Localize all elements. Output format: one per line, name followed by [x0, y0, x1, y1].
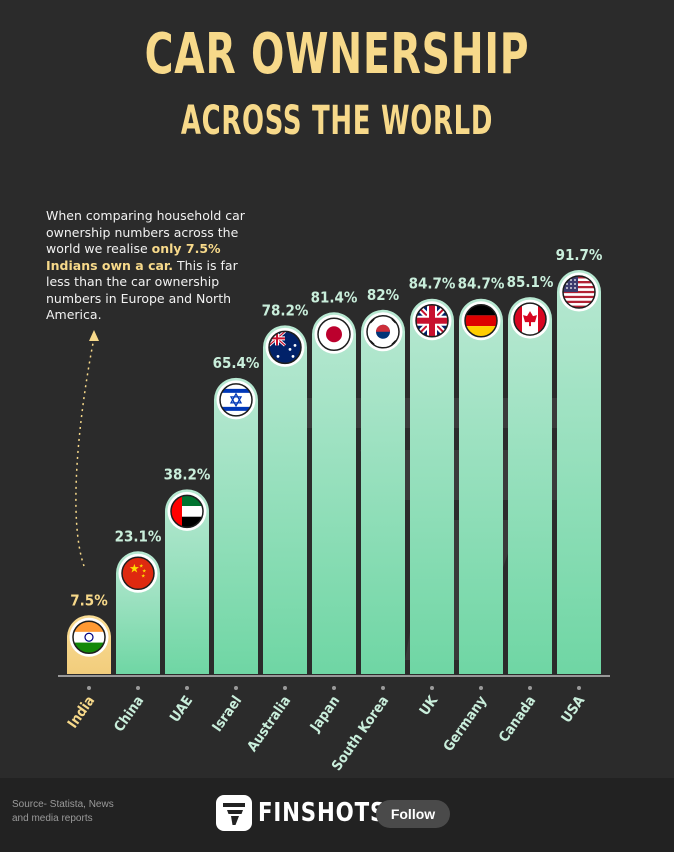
- value-label-uk: 84.7%: [409, 275, 456, 293]
- bar-germany: [459, 298, 503, 674]
- chart-title-line2: ACROSS THE WORLD: [180, 98, 494, 144]
- svg-text:★: ★: [129, 561, 140, 575]
- tick-dot-australia: [283, 686, 287, 690]
- svg-text:★: ★: [139, 563, 144, 569]
- tick-label-canada: Canada: [496, 693, 539, 745]
- uk-flag-icon: [415, 303, 449, 338]
- tick-label-uk: UK: [417, 692, 442, 719]
- bar-south-korea: [361, 309, 405, 674]
- bar-uae: [165, 489, 209, 674]
- bar-israel: [214, 377, 258, 674]
- value-label-south-korea: 82%: [367, 286, 400, 304]
- tick-dot-canada: [528, 686, 532, 690]
- bar-canada: [508, 297, 552, 674]
- tick-dot-india: [87, 686, 91, 690]
- annotation-text-after: This is far less than the car ownership …: [46, 257, 238, 323]
- annotation-arrow-head: [89, 330, 99, 341]
- tick-dot-uae: [185, 686, 189, 690]
- follow-button[interactable]: Follow: [376, 800, 450, 828]
- tick-dot-japan: [332, 686, 336, 690]
- tick-dot-south-korea: [381, 686, 385, 690]
- brand-name: FINSHOTS: [258, 798, 387, 828]
- value-label-japan: 81.4%: [311, 288, 358, 306]
- tick-label-germany: Germany: [441, 693, 491, 755]
- source-note: Source- Statista, News and media reports: [12, 799, 114, 824]
- india-flag-icon: [72, 620, 106, 654]
- value-label-germany: 84.7%: [458, 275, 505, 293]
- svg-text:★: ★: [141, 573, 146, 579]
- tick-dot-germany: [479, 686, 483, 690]
- bar-uk: [410, 298, 454, 674]
- tick-label-usa: USA: [559, 693, 589, 726]
- value-label-australia: 78.2%: [262, 301, 309, 319]
- annotation-arrow: [75, 337, 95, 567]
- tick-label-uae: UAE: [167, 693, 196, 725]
- value-label-usa: 91.7%: [556, 246, 603, 264]
- tick-dot-china: [136, 686, 140, 690]
- footer: Source- Statista, News and media reports…: [0, 778, 674, 852]
- finshots-logo-icon: [216, 795, 252, 831]
- tick-dot-uk: [430, 686, 434, 690]
- tick-label-japan: Japan: [307, 693, 343, 735]
- bar-chart: 7.5%India★ ★★★23.1%China38.2%UAE65.4%Isra…: [58, 246, 610, 774]
- value-label-uae: 38.2%: [164, 465, 211, 483]
- value-label-china: 23.1%: [115, 527, 162, 545]
- uae-flag-icon: [170, 494, 204, 529]
- value-label-canada: 85.1%: [507, 273, 554, 291]
- value-label-israel: 65.4%: [213, 354, 260, 372]
- chart-title-line1: CAR OWNERSHIP: [144, 22, 530, 87]
- value-label-india: 7.5%: [70, 591, 108, 609]
- bar-japan: [312, 312, 356, 674]
- usa-flag-icon: [562, 275, 596, 309]
- israel-flag-icon: [219, 383, 253, 417]
- infographic-poster: CAR OWNERSHIP ACROSS THE WORLD When comp…: [46, 22, 610, 774]
- tick-dot-israel: [234, 686, 238, 690]
- tick-label-china: China: [111, 693, 147, 735]
- japan-flag-icon: [317, 317, 351, 352]
- tick-dot-usa: [577, 686, 581, 690]
- germany-flag-icon: [464, 303, 498, 338]
- canada-flag-icon: [513, 302, 547, 336]
- annotation-highlight: only 7.5% Indians own a car.: [46, 241, 221, 273]
- annotation-text: When comparing household car ownership n…: [46, 208, 261, 324]
- svg-text:★: ★: [142, 568, 147, 574]
- south-korea-flag-icon: [366, 315, 400, 349]
- bar-usa: [557, 270, 601, 674]
- bar-australia: [263, 325, 307, 674]
- australia-flag-icon: [268, 330, 302, 365]
- tick-label-australia: Australia: [244, 693, 294, 755]
- tick-label-israel: Israel: [209, 693, 245, 735]
- annotation-text-before: When comparing household car ownership n…: [46, 208, 245, 256]
- china-flag-icon: ★ ★★★: [121, 556, 155, 591]
- tick-label-india: India: [65, 693, 98, 731]
